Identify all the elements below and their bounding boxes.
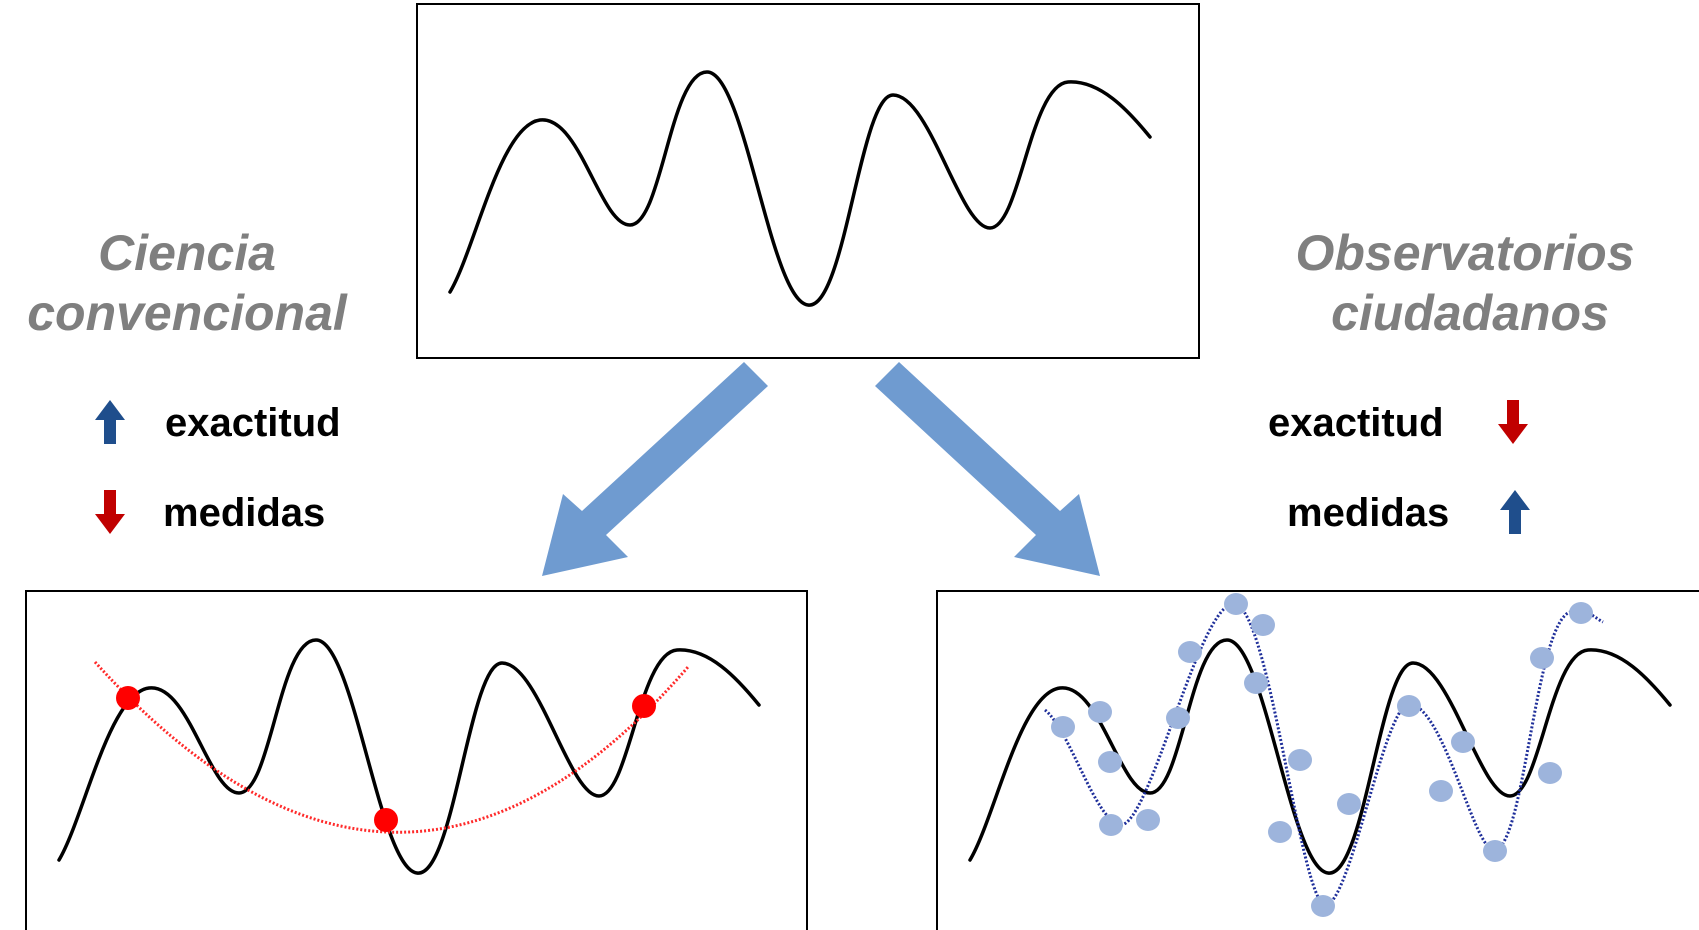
citizen-sample-point [1099, 814, 1123, 836]
citizen-sample-point [1268, 821, 1292, 843]
citizen-sample-point [1136, 809, 1160, 831]
citizen-sample-point [1337, 793, 1361, 815]
arrow-to-conventional [542, 362, 768, 576]
conventional-sample-point [632, 694, 656, 718]
conventional-sample-point [116, 686, 140, 710]
citizen-sample-point [1051, 716, 1075, 738]
accuracy-up-icon [95, 400, 125, 444]
citizen-sample-point [1538, 762, 1562, 784]
left-title-line1: Ciencia [98, 225, 276, 281]
citizen-sample-point [1397, 695, 1421, 717]
top-panel [416, 3, 1200, 359]
citizen-sample-point [1483, 840, 1507, 862]
citizen-sample-point [1288, 749, 1312, 771]
right-title-line2: ciudadanos [1331, 285, 1609, 341]
citizen-sample-point [1166, 707, 1190, 729]
right-title-line1: Observatorios [1295, 225, 1634, 281]
citizen-sample-point [1451, 731, 1475, 753]
left-metric-accuracy-label: exactitud [165, 401, 341, 445]
left-title-line2: convencional [27, 285, 348, 341]
citizen-sample-point [1251, 614, 1275, 636]
citizen-sample-point [1530, 647, 1554, 669]
citizen-sample-point [1224, 593, 1248, 615]
right-metric-accuracy-label: exactitud [1268, 401, 1444, 445]
conventional-panel [25, 590, 808, 930]
citizen-sample-point [1098, 751, 1122, 773]
arrow-to-citizen [875, 362, 1100, 576]
conventional-fit-curve [93, 660, 690, 834]
citizen-fit-curve [1044, 602, 1604, 907]
conventional-sample-point [374, 808, 398, 832]
measurements-down-icon [95, 490, 125, 534]
citizen-sample-point [1244, 672, 1268, 694]
citizen-sample-point [1088, 701, 1112, 723]
right-metric-measurements-label: medidas [1287, 491, 1449, 535]
citizen-panel [936, 590, 1699, 930]
measurements-up-icon [1500, 490, 1530, 534]
citizen-sample-point [1311, 895, 1335, 917]
left-metric-measurements-label: medidas [163, 491, 325, 535]
citizen-sample-point [1429, 780, 1453, 802]
citizen-sample-point [1178, 641, 1202, 663]
citizen-sample-point [1569, 602, 1593, 624]
accuracy-down-icon [1498, 400, 1528, 444]
